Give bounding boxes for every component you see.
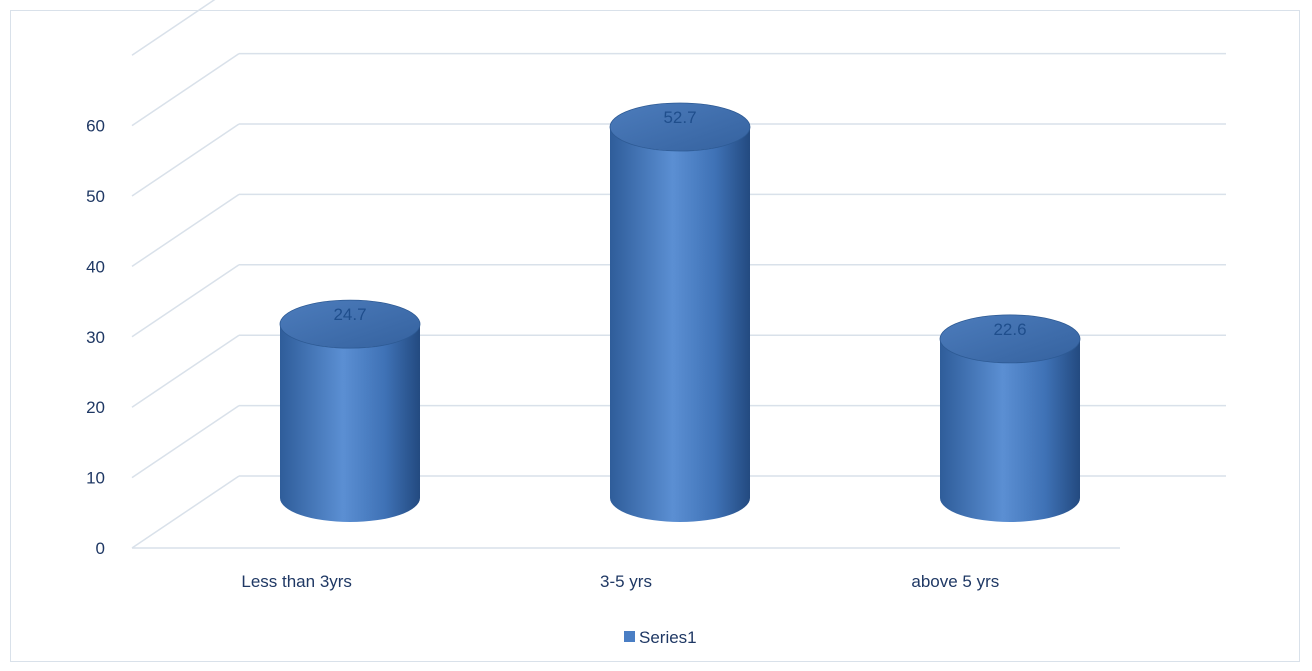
- legend-label: Series1: [639, 628, 697, 647]
- bar-3: 22.6: [939, 314, 1081, 522]
- gridline-side: [131, 0, 216, 56]
- data-label: 24.7: [333, 305, 366, 324]
- bar-body: [610, 126, 750, 522]
- bar-cap: [939, 314, 1081, 364]
- x-category-label: Less than 3yrs: [241, 572, 352, 591]
- data-label: 52.7: [663, 108, 696, 127]
- legend-swatch: [624, 631, 635, 642]
- y-tick-label: 40: [86, 257, 105, 276]
- x-category-label: above 5 yrs: [911, 572, 999, 591]
- bar-cap: [609, 102, 751, 152]
- bar-body: [280, 324, 420, 522]
- bars: 24.7 52.7 22.6: [279, 102, 1081, 522]
- legend-item: Series1: [624, 628, 697, 647]
- bar-cap: [279, 299, 421, 349]
- y-axis: 0 10 20 30 40 50 60: [86, 117, 105, 558]
- x-axis: Less than 3yrs 3-5 yrs above 5 yrs: [241, 572, 999, 591]
- data-label: 22.6: [993, 320, 1026, 339]
- gridline-side: [131, 475, 240, 549]
- y-tick-label: 50: [86, 187, 105, 206]
- gridline-side: [131, 404, 240, 479]
- legend: Series1: [624, 628, 697, 647]
- gridline-side: [131, 264, 240, 338]
- y-tick-label: 60: [86, 117, 105, 136]
- y-tick-label: 30: [86, 328, 105, 347]
- x-category-label: 3-5 yrs: [600, 572, 652, 591]
- y-tick-label: 10: [86, 469, 105, 488]
- gridline-side: [131, 193, 240, 268]
- gridline-side: [131, 334, 240, 408]
- y-tick-label: 20: [86, 398, 105, 417]
- y-tick-label: 0: [96, 539, 105, 558]
- gridline-side: [131, 123, 240, 197]
- bar-1: 24.7: [279, 299, 421, 522]
- bar-body: [940, 338, 1080, 522]
- gridline-side: [131, 52, 240, 127]
- bar-2: 52.7: [609, 102, 751, 522]
